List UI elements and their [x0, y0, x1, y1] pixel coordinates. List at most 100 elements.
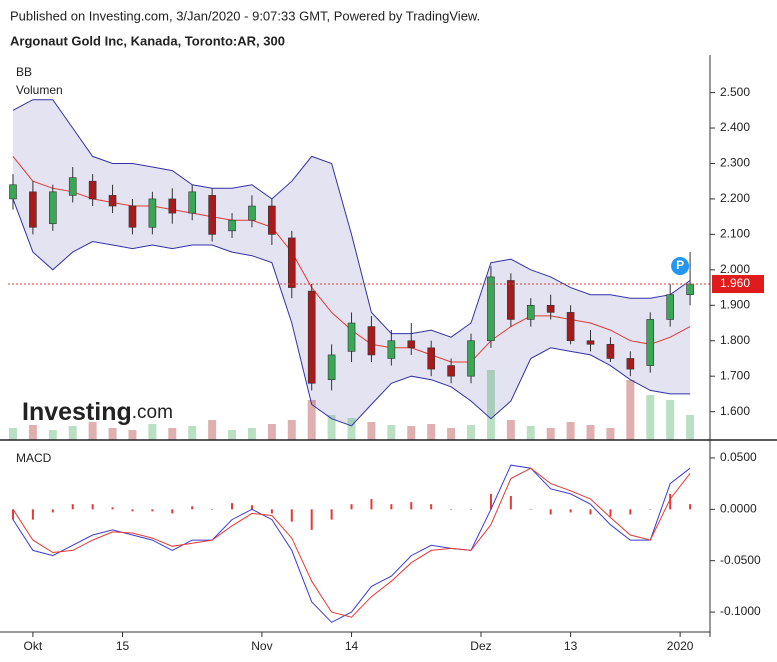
volume-bar: [606, 428, 615, 440]
histogram-bar: [470, 509, 473, 510]
histogram-bar: [51, 509, 54, 513]
x-tick-label: Dez: [470, 639, 491, 653]
bb-upper: [12, 99, 691, 338]
y-tick-label: 2.100: [720, 227, 750, 241]
x-tick-label: Nov: [251, 639, 272, 653]
histogram-bar: [410, 502, 413, 510]
candle-body: [586, 340, 595, 345]
candle-body: [148, 198, 157, 228]
y-tick-label: 1.900: [720, 297, 750, 311]
histogram-bar: [390, 504, 393, 510]
volume-bar: [506, 420, 515, 440]
volume-bar: [566, 422, 575, 440]
last-price-box: [712, 275, 764, 294]
volume-bar: [327, 415, 336, 440]
candle-body: [307, 290, 316, 384]
candle-body: [49, 191, 57, 225]
volume-bar: [68, 426, 77, 440]
y-tick-label: -0.1000: [720, 604, 761, 618]
histogram-bar: [231, 503, 234, 510]
volume-bar: [407, 426, 416, 440]
candle-body: [666, 294, 674, 320]
candle-body: [626, 358, 635, 370]
histogram-bar: [31, 509, 34, 520]
histogram-bar: [191, 506, 194, 510]
volume-bar: [367, 422, 376, 440]
volume-bar: [546, 428, 555, 440]
bb-lower: [12, 198, 691, 427]
volume-bar: [666, 400, 675, 440]
histogram-bar: [131, 509, 134, 512]
candle-body: [188, 191, 197, 214]
volume-bar: [228, 430, 237, 440]
volume-bar: [486, 370, 495, 440]
candle-body: [387, 340, 396, 359]
histogram-bar: [589, 509, 592, 515]
candle-body: [487, 276, 495, 342]
logo-text: Investing: [22, 398, 132, 426]
histogram-bar: [689, 504, 692, 510]
candle-body: [268, 205, 276, 235]
y-tick-label: 2.400: [720, 120, 750, 134]
volume-bar: [28, 425, 37, 440]
histogram-bar: [609, 509, 612, 517]
macd-line: [12, 464, 691, 623]
volume-bar: [188, 426, 197, 440]
last-price-label: 1.960: [720, 276, 750, 290]
volume-bar: [646, 395, 655, 440]
y-tick-label: 1.700: [720, 368, 750, 382]
marker: [671, 257, 690, 276]
volume-bar: [586, 425, 595, 440]
bb-fill: [12, 99, 691, 426]
volume-bar: [267, 424, 276, 440]
histogram-bar: [629, 509, 632, 515]
candle-body: [546, 304, 555, 313]
volume-bar: [347, 418, 356, 440]
y-tick-label: 2.300: [720, 156, 750, 170]
candle-body: [9, 184, 17, 200]
candle-body: [606, 343, 615, 359]
candle-body: [686, 283, 694, 295]
volume-bar: [626, 380, 635, 440]
logo: Investing.com: [22, 398, 173, 426]
candle-body: [327, 354, 336, 381]
candle-body: [168, 198, 177, 214]
candle-body: [566, 312, 575, 342]
histogram-bar: [211, 509, 214, 510]
y-tick-label: 0.0500: [720, 450, 757, 464]
volume-bar: [686, 415, 695, 440]
symbol-title: Argonaut Gold Inc, Kanada, Toronto:AR, 3…: [10, 33, 285, 48]
volume-bar: [247, 428, 256, 440]
candle-body: [208, 195, 216, 235]
y-tick-label: 0.0000: [720, 501, 757, 515]
volume-bar: [447, 428, 456, 440]
histogram-bar: [330, 509, 333, 520]
indicator-label: BB: [16, 65, 32, 79]
volume-bar: [88, 422, 97, 440]
histogram-bar: [350, 504, 353, 510]
candle-body: [507, 280, 515, 320]
volume-bar: [48, 430, 57, 440]
volume-bar: [387, 425, 396, 440]
y-tick-label: -0.0500: [720, 553, 761, 567]
histogram-bar: [250, 505, 253, 510]
histogram-bar: [430, 504, 433, 510]
histogram-bar: [649, 509, 652, 510]
marker-label: P: [676, 258, 684, 272]
x-tick-label: 13: [564, 639, 578, 653]
volume-bar: [287, 420, 296, 440]
volume-bar: [168, 428, 177, 440]
histogram-bar: [549, 509, 552, 515]
volume-bar: [8, 428, 17, 440]
candle-body: [29, 191, 37, 228]
histogram-bar: [270, 509, 273, 514]
candle-body: [228, 219, 236, 232]
x-tick-label: 15: [116, 639, 130, 653]
histogram-bar: [529, 509, 532, 510]
volume-bar: [108, 428, 117, 440]
y-tick-label: 2.500: [720, 85, 750, 99]
indicator-label: Volumen: [16, 83, 63, 97]
histogram-bar: [509, 495, 512, 510]
logo-suffix: .com: [132, 402, 173, 423]
